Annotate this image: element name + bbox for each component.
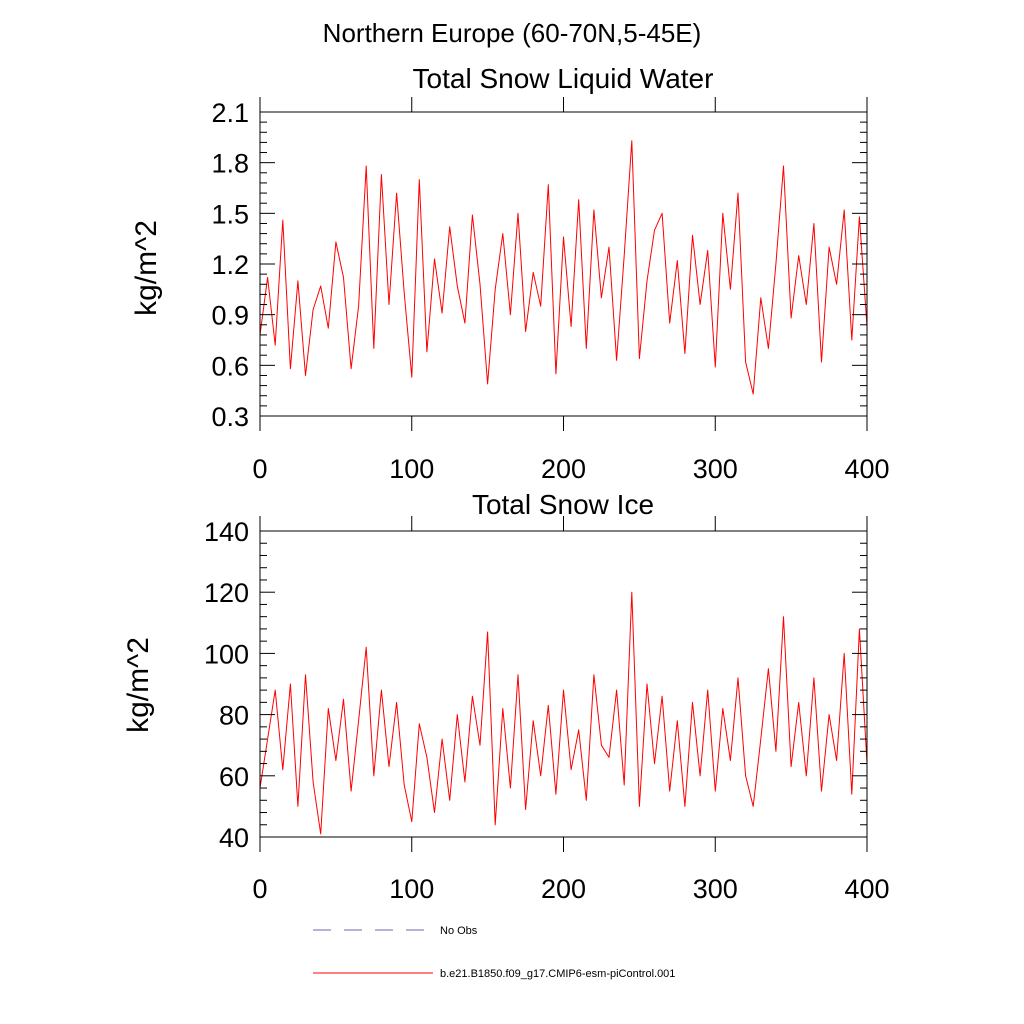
y-tick-label: 120 bbox=[204, 578, 249, 608]
x-tick-label: 400 bbox=[844, 874, 889, 904]
x-tick-label: 300 bbox=[693, 874, 738, 904]
y-tick-label: 0.9 bbox=[211, 301, 249, 331]
legend-label-model: b.e21.B1850.f09_g17.CMIP6-esm-piControl.… bbox=[440, 968, 675, 980]
panel-total-snow-ice: Total Snow Ice kg/m^2 0 100 200 300 400 40 60 8… bbox=[122, 489, 890, 904]
y-tick-label: 140 bbox=[204, 517, 249, 547]
figure-suptitle: Northern Europe (60-70N,5-45E) bbox=[323, 18, 702, 48]
y-tick-label: 1.5 bbox=[211, 199, 249, 229]
series-line-0 bbox=[259, 140, 868, 395]
y-tick-label: 2.1 bbox=[211, 98, 249, 128]
panel-total-snow-liquid-water: Total Snow Liquid Water kg/m^2 0 100 200 30… bbox=[130, 63, 890, 484]
y-axis-label: kg/m^2 bbox=[130, 220, 163, 316]
x-tick-label: 100 bbox=[389, 454, 434, 484]
x-tick-label: 100 bbox=[389, 874, 434, 904]
x-tick-label: 0 bbox=[252, 874, 267, 904]
y-tick-label: 1.8 bbox=[211, 149, 249, 179]
x-tick-label: 0 bbox=[252, 454, 267, 484]
y-axis-label: kg/m^2 bbox=[122, 637, 155, 733]
y-tick-label: 0.3 bbox=[211, 402, 249, 432]
x-tick-label: 400 bbox=[844, 454, 889, 484]
y-tick-label: 0.6 bbox=[211, 351, 249, 381]
y-tick-label: 100 bbox=[204, 639, 249, 669]
y-tick-label: 60 bbox=[219, 762, 249, 792]
x-tick-label: 200 bbox=[541, 454, 586, 484]
legend: No Obs b.e21.B1850.f09_g17.CMIP6-esm-piC… bbox=[313, 925, 675, 980]
legend-label-no-obs: No Obs bbox=[440, 925, 478, 937]
panel-title: Total Snow Liquid Water bbox=[413, 63, 714, 94]
x-tick-label: 300 bbox=[693, 454, 738, 484]
panel-title: Total Snow Ice bbox=[472, 489, 654, 520]
y-tick-label: 40 bbox=[219, 823, 249, 853]
y-tick-label: 1.2 bbox=[211, 250, 249, 280]
y-tick-label: 80 bbox=[219, 701, 249, 731]
series-line-0 bbox=[259, 591, 868, 835]
x-tick-label: 200 bbox=[541, 874, 586, 904]
